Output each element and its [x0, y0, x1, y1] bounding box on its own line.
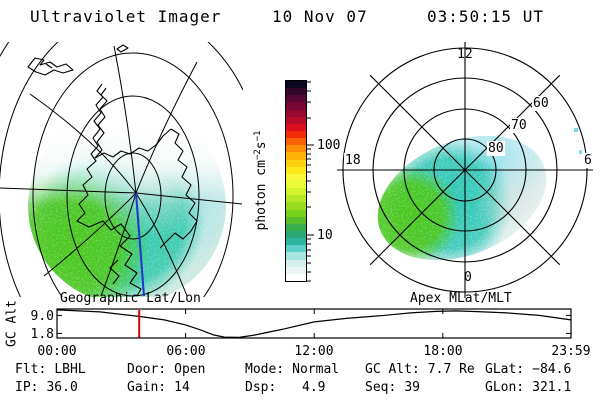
colorbar-band: [286, 245, 306, 253]
geographic-grid: [0, 42, 243, 297]
status-gcalt: GC Alt: 7.7 Re: [365, 362, 475, 377]
colorbar-band: [286, 88, 306, 96]
mlat-label-70: 70: [510, 118, 528, 133]
apex-grid: [337, 42, 593, 298]
colorbar-band: [286, 152, 306, 160]
xtick-2359: 23:59: [551, 344, 591, 359]
colorbar-band: [286, 223, 306, 231]
colorbar-tick-100: 100: [317, 138, 341, 153]
geographic-image-panel: [0, 42, 243, 297]
xtick-1800: 18:00: [423, 344, 463, 359]
orbit-altitude-curve: [56, 309, 571, 339]
date-label: 10 Nov 07: [272, 7, 368, 26]
status-flt: Flt: LBHL: [15, 362, 86, 377]
mlat-label-60: 60: [532, 96, 550, 111]
gc-alt-axis-label: GC Alt: [4, 300, 20, 347]
colorbar-band: [286, 109, 306, 117]
mlt-label-0: 0: [464, 270, 472, 285]
uv-emission-blob-geographic: [28, 108, 226, 297]
colorbar-band: [286, 95, 306, 103]
colorbar-band: [286, 173, 306, 181]
colorbar-band: [286, 166, 306, 174]
colorbar-band: [286, 209, 306, 217]
colorbar-band: [286, 102, 306, 110]
colorbar-band: [286, 230, 306, 239]
colorbar-tick-10: 10: [317, 228, 333, 243]
colorbar-band: [286, 259, 306, 267]
mlt-label-6: 6: [583, 153, 593, 168]
apex-polar-panel: [337, 42, 593, 298]
time-label: 03:50:15 UT: [427, 7, 544, 26]
colorbar-band: [286, 195, 306, 203]
colorbar-band: [286, 145, 306, 153]
status-door: Door: Open: [127, 362, 206, 377]
colorbar-band: [286, 130, 306, 139]
status-glat: GLat: −84.6: [485, 362, 572, 377]
colorbar-band: [286, 81, 306, 89]
ytick-9: 9.0: [30, 309, 54, 324]
colorbar-band: [286, 202, 306, 210]
colorbar-unit-label: photon cm−2s−1: [252, 130, 270, 231]
colorbar-band: [286, 159, 306, 167]
xtick-0600: 06:00: [166, 344, 206, 359]
antarctica-coastline: [27, 44, 198, 297]
colorbar-band: [286, 188, 306, 196]
status-ip: IP: 36.0: [15, 380, 78, 395]
uv-emission-blob-apex: [360, 130, 565, 270]
colorbar-band: [286, 180, 306, 189]
colorbar-band: [286, 266, 306, 274]
status-seq: Seq: 39: [365, 380, 420, 395]
colorbar-band: [286, 123, 306, 131]
colorbar-band: [286, 216, 306, 224]
colorbar-band: [286, 138, 306, 146]
mlt-label-12: 12: [457, 47, 473, 62]
app-title: Ultraviolet Imager: [30, 7, 222, 26]
mlat-label-80: 80: [487, 141, 505, 156]
zero-longitude-meridian: [135, 192, 145, 297]
gc-alt-plot: [56, 308, 572, 339]
status-glon: GLon: 321.1: [485, 380, 572, 395]
xtick-0000: 00:00: [37, 344, 77, 359]
axis-ticks: [57, 309, 571, 338]
colorbar-band: [286, 238, 306, 246]
mlt-label-18: 18: [344, 153, 362, 168]
bottom-right-title: Apex MLat/MLT: [410, 291, 512, 306]
status-mode: Mode: Normal: [245, 362, 340, 377]
colorbar: [285, 80, 307, 282]
colorbar-band: [286, 252, 306, 260]
colorbar-band: [286, 116, 306, 124]
status-gain: Gain: 14: [127, 380, 190, 395]
status-dsp: Dsp: 4.9: [245, 380, 326, 395]
colorbar-ticks: [307, 81, 314, 282]
xtick-1200: 12:00: [294, 344, 334, 359]
uv-speck: [574, 128, 578, 132]
colorbar-band: [286, 273, 306, 281]
uv-speck: [579, 150, 582, 154]
ytick-1-8: 1.8: [30, 327, 54, 342]
bottom-left-title: Geographic Lat/Lon: [60, 291, 201, 306]
